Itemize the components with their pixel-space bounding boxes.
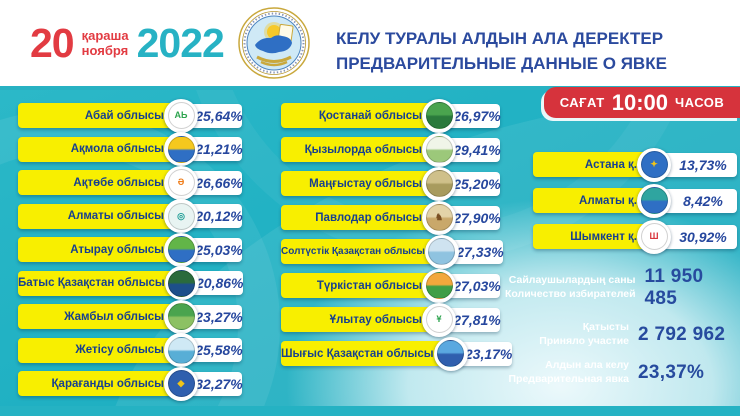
header-band: 20 қараша ноября 2022 К <box>0 0 740 86</box>
region-row: Ақмола облысы 21,21% <box>18 132 243 166</box>
cec-logo-icon <box>238 7 310 79</box>
page-title: КЕЛУ ТУРАЛЫ АЛДЫН АЛА ДЕРЕКТЕР ПРЕДВАРИТ… <box>336 27 736 76</box>
region-emblem-icon <box>164 232 198 267</box>
stat-row-turnout: Алдын ала келу Предварительная явка 23,3… <box>505 359 734 386</box>
region-emblem-icon: ✦ <box>637 147 671 182</box>
region-label: Алматы облысы <box>18 203 178 229</box>
region-emblem-icon: Ш <box>637 219 671 254</box>
date-month-ru: ноября <box>81 42 129 58</box>
stat-label: Сайлаушылардың саны Количество избирател… <box>505 274 636 300</box>
region-row: Атырау облысы 25,03% <box>18 232 243 267</box>
bottom-strip <box>0 406 740 416</box>
region-column-cities: Астана қ. ✦ 13,73% Алматы қ. 8,42% Шымкент қ.… <box>533 147 737 254</box>
region-column-middle: Қостанай облысы 26,97% Қызылорда облысы 29,… <box>281 98 512 371</box>
region-row: Қостанай облысы 26,97% <box>281 98 501 133</box>
region-emblem-icon: ◆ <box>164 366 198 401</box>
region-label: Қарағанды облысы <box>18 371 178 396</box>
date-month-kk: қараша <box>81 28 129 44</box>
region-row: Шығыс Қазақстан облысы 23,17% <box>281 336 512 371</box>
region-emblem-icon <box>422 132 456 167</box>
stat-value-participated: 2 792 962 <box>638 323 726 345</box>
stat-row-participated: Қатысты Приняло участие 2 792 962 <box>505 321 734 348</box>
region-label: Жамбыл облысы <box>18 304 178 329</box>
region-row: Қарағанды облысы ◆ 32,27% <box>18 366 243 401</box>
region-label: Астана қ. <box>533 152 651 177</box>
region-emblem-icon <box>164 266 199 300</box>
region-row: Қызылорда облысы 29,41% <box>281 132 501 167</box>
region-row: Жамбыл облысы 23,27% <box>18 299 243 334</box>
region-label: Жетісу облысы <box>18 337 178 363</box>
region-row: Түркістан облысы 27,03% <box>281 268 501 303</box>
region-label: Алматы қ. <box>533 188 651 213</box>
region-emblem-icon <box>422 98 456 133</box>
date-year: 2022 <box>136 20 225 66</box>
time-banner-prefix: САҒАТ <box>559 95 605 110</box>
region-row: Солтүстік Қазақстан облысы 27,33% <box>281 234 504 269</box>
region-emblem-icon <box>422 166 456 201</box>
stat-label: Алдын ала келу Предварительная явка <box>508 359 630 385</box>
stat-row-voters: Сайлаушылардың саны Количество избирател… <box>505 266 734 310</box>
region-label: Түркістан облысы <box>281 273 436 298</box>
region-emblem-icon <box>164 132 198 166</box>
region-row: Маңғыстау облысы 25,20% <box>281 166 501 201</box>
region-row: Ұлытау облысы Ұ 27,81% <box>281 302 501 337</box>
date-months: қараша ноября <box>81 28 129 58</box>
region-label: Атырау облысы <box>18 237 178 262</box>
summary-stats: Сайлаушылардың саны Количество избирател… <box>505 266 734 387</box>
region-emblem-icon: Ұ <box>422 302 456 337</box>
time-banner-time: 10:00 <box>611 89 669 115</box>
region-row: Алматы қ. 8,42% <box>533 183 737 218</box>
region-label: Қызылорда облысы <box>281 137 436 162</box>
region-value: 13,73% <box>657 152 737 177</box>
region-label: Ақтөбе облысы <box>18 170 178 195</box>
region-label: Ақмола облысы <box>18 136 178 162</box>
region-emblem-icon <box>422 268 456 303</box>
region-emblem-icon <box>164 333 198 367</box>
stat-label: Қатысты Приняло участие <box>539 321 629 347</box>
region-label: Батыс Қазақстан облысы <box>18 270 179 296</box>
date-block: 20 қараша ноября 2022 <box>30 20 278 67</box>
region-emblem-icon: АЬ <box>164 98 198 133</box>
region-emblem-icon <box>164 299 198 334</box>
region-row: Жетісу облысы 25,58% <box>18 333 243 367</box>
region-emblem-icon <box>433 336 468 371</box>
header-divider <box>0 86 740 90</box>
region-row: Астана қ. ✦ 13,73% <box>533 147 737 182</box>
region-row: Абай облысы АЬ 25,64% <box>18 98 243 133</box>
region-label: Шығыс Қазақстан облысы <box>281 341 448 366</box>
stat-value-voters: 11 950 485 <box>644 266 704 309</box>
title-line-kk: КЕЛУ ТУРАЛЫ АЛДЫН АЛА ДЕРЕКТЕР <box>336 29 664 48</box>
region-row: Павлодар облысы ♞ 27,90% <box>281 200 501 235</box>
region-label: Маңғыстау облысы <box>281 171 436 196</box>
region-row: Батыс Қазақстан облысы 20,86% <box>18 266 243 300</box>
region-row: Алматы облысы ◎ 20,12% <box>18 199 243 233</box>
region-label: Қостанай облысы <box>281 103 436 128</box>
time-banner-suffix: ЧАСОВ <box>675 95 725 110</box>
region-label: Ұлытау облысы <box>281 307 436 332</box>
region-emblem-icon <box>424 234 459 269</box>
region-label: Шымкент қ. <box>533 224 651 249</box>
region-emblem-icon <box>637 183 671 218</box>
region-label: Солтүстік Қазақстан облысы <box>281 239 439 264</box>
date-day: 20 <box>30 20 75 66</box>
region-emblem-icon: ◎ <box>164 199 198 233</box>
region-row: Ақтөбе облысы Ә 26,66% <box>18 165 243 200</box>
title-line-ru: ПРЕДВАРИТЕЛЬНЫЕ ДАННЫЕ О ЯВКЕ <box>336 53 667 73</box>
region-label: Абай облысы <box>18 103 178 128</box>
region-emblem-icon: ♞ <box>422 200 456 235</box>
stat-value-turnout: 23,37% <box>638 361 705 383</box>
region-column-left: Абай облысы АЬ 25,64% Ақмола облысы 21,21% Ақ… <box>18 98 243 401</box>
region-emblem-icon: Ә <box>164 165 198 200</box>
time-banner: САҒАТ 10:00 ЧАСОВ <box>544 87 740 118</box>
region-row: Шымкент қ. Ш 30,92% <box>533 219 737 254</box>
region-label: Павлодар облысы <box>281 205 436 230</box>
